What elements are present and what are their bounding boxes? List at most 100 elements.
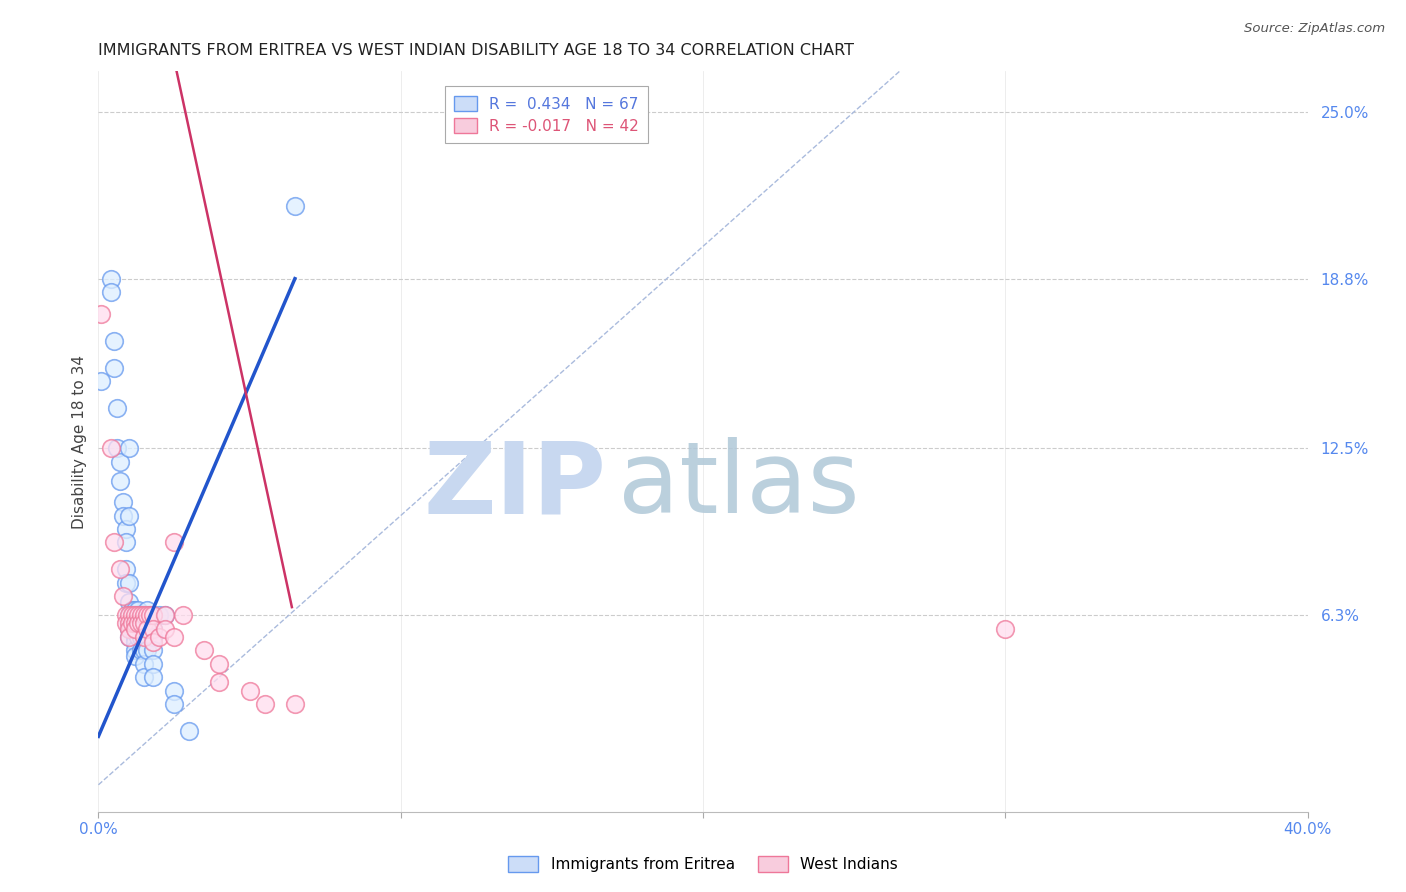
Point [163,683,186,698]
Point [239,683,262,698]
Point [100,285,122,299]
Point [124,622,146,636]
Point [114,562,136,576]
Point [153,608,176,623]
Point [129,643,152,657]
Point [132,616,155,631]
Point [118,575,141,590]
Point [148,608,170,623]
Point [114,608,136,623]
Point [208,657,231,671]
Point [135,622,157,636]
Point [253,697,276,711]
Legend: R =  0.434   N = 67, R = -0.017   N = 42: R = 0.434 N = 67, R = -0.017 N = 42 [444,87,648,143]
Point [994,622,1017,636]
Point [121,616,143,631]
Point [121,616,143,631]
Point [124,630,146,644]
Point [103,360,125,375]
Point [108,455,131,469]
Point [132,608,155,623]
Point [100,442,122,456]
Point [139,608,162,623]
Point [127,603,149,617]
Point [118,622,141,636]
Point [127,616,149,631]
Point [124,635,146,649]
Point [124,622,146,636]
Point [172,608,194,623]
Point [129,608,152,623]
Point [129,616,152,631]
Point [132,616,155,631]
Point [135,603,157,617]
Point [142,608,165,623]
Point [121,608,143,623]
Point [142,608,165,623]
Point [135,630,157,644]
Point [127,608,149,623]
Point [111,495,134,509]
Point [124,643,146,657]
Point [127,616,149,631]
Point [135,616,157,631]
Point [127,630,149,644]
Point [114,616,136,631]
Point [103,535,125,549]
Point [118,442,141,456]
Legend: Immigrants from Eritrea, West Indians: Immigrants from Eritrea, West Indians [501,848,905,880]
Text: Source: ZipAtlas.com: Source: ZipAtlas.com [1244,22,1385,36]
Point [118,616,141,631]
Point [124,603,146,617]
Point [124,616,146,631]
Y-axis label: Disability Age 18 to 34: Disability Age 18 to 34 [72,354,87,529]
Text: atlas: atlas [619,437,860,534]
Point [124,608,146,623]
Point [208,675,231,690]
Point [100,271,122,285]
Point [142,670,165,684]
Point [108,474,131,488]
Point [118,595,141,609]
Point [118,630,141,644]
Point [118,608,141,623]
Point [121,603,143,617]
Point [142,643,165,657]
Point [284,199,307,213]
Point [105,442,128,456]
Point [103,334,125,348]
Point [142,622,165,636]
Point [153,608,176,623]
Point [121,622,143,636]
Point [132,643,155,657]
Text: ZIP: ZIP [423,437,606,534]
Point [163,630,186,644]
Point [114,535,136,549]
Point [114,575,136,590]
Point [163,697,186,711]
Point [132,608,155,623]
Point [105,401,128,415]
Point [284,697,307,711]
Point [90,374,112,388]
Point [193,643,215,657]
Point [132,670,155,684]
Point [163,535,186,549]
Point [124,616,146,631]
Point [153,622,176,636]
Point [132,630,155,644]
Point [135,643,157,657]
Point [108,562,131,576]
Point [129,608,152,623]
Point [135,608,157,623]
Point [114,522,136,536]
Point [118,508,141,523]
Point [118,608,141,623]
Point [142,622,165,636]
Point [132,630,155,644]
Point [139,622,162,636]
Point [132,657,155,671]
Point [124,608,146,623]
Point [139,608,162,623]
Point [142,657,165,671]
